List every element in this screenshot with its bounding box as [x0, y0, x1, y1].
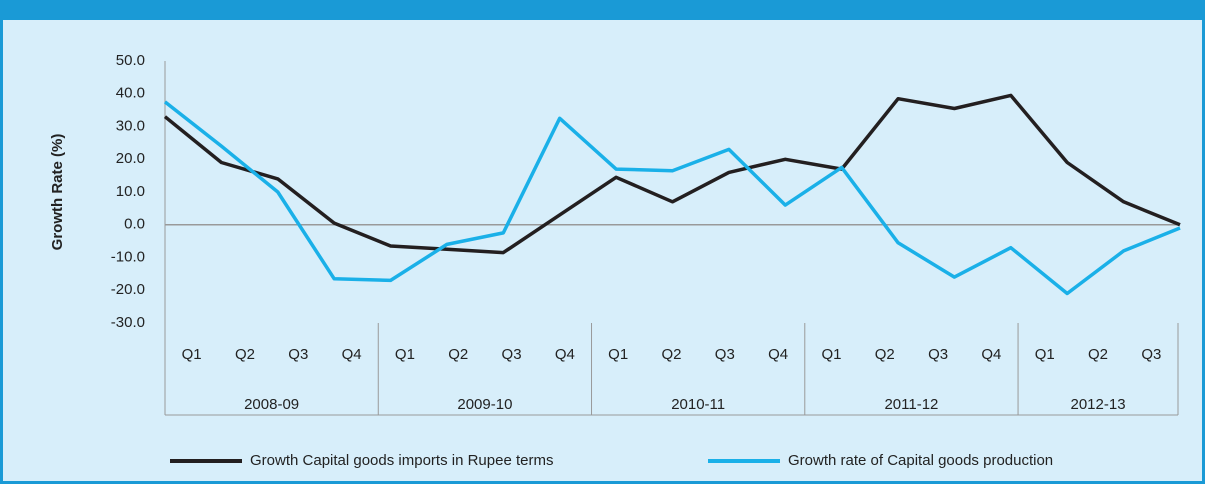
legend-label: Growth Capital goods imports in Rupee te…: [250, 452, 553, 469]
background: [3, 20, 1202, 481]
y-tick-label: 50.0: [116, 52, 145, 69]
x-tick-label: Q3: [715, 346, 735, 363]
x-tick-label: Q4: [342, 346, 362, 363]
y-tick-label: -10.0: [111, 248, 145, 265]
y-axis-label: Growth Rate (%): [49, 134, 66, 251]
group-label: 2008-09: [244, 396, 299, 413]
x-tick-label: Q1: [1035, 346, 1055, 363]
x-tick-label: Q3: [928, 346, 948, 363]
y-tick-label: -30.0: [111, 314, 145, 331]
group-label: 2009-10: [457, 396, 512, 413]
group-label: 2012-13: [1070, 396, 1125, 413]
x-tick-label: Q2: [448, 346, 468, 363]
group-label: 2011-12: [884, 396, 938, 413]
y-tick-label: 20.0: [116, 150, 145, 167]
x-tick-label: Q3: [1141, 346, 1161, 363]
x-tick-label: Q2: [875, 346, 895, 363]
x-tick-label: Q2: [235, 346, 255, 363]
y-tick-label: 10.0: [116, 183, 145, 200]
x-tick-label: Q4: [768, 346, 788, 363]
x-tick-label: Q3: [288, 346, 308, 363]
x-tick-label: Q1: [608, 346, 628, 363]
x-tick-label: Q3: [502, 346, 522, 363]
x-tick-label: Q2: [1088, 346, 1108, 363]
x-tick-label: Q1: [182, 346, 202, 363]
x-tick-label: Q4: [555, 346, 575, 363]
y-tick-label: 30.0: [116, 117, 145, 134]
series-line: [163, 93, 1181, 255]
x-tick-label: Q2: [661, 346, 681, 363]
x-tick-label: Q4: [981, 346, 1001, 363]
x-tick-label: Q1: [395, 346, 415, 363]
y-tick-label: 0.0: [124, 216, 145, 233]
y-tick-label: -20.0: [111, 281, 145, 298]
x-tick-label: Q1: [821, 346, 841, 363]
group-label: 2010-11: [671, 396, 725, 413]
series-line: [163, 100, 1181, 296]
legend-label: Growth rate of Capital goods production: [788, 452, 1053, 469]
y-tick-label: 40.0: [116, 85, 145, 102]
